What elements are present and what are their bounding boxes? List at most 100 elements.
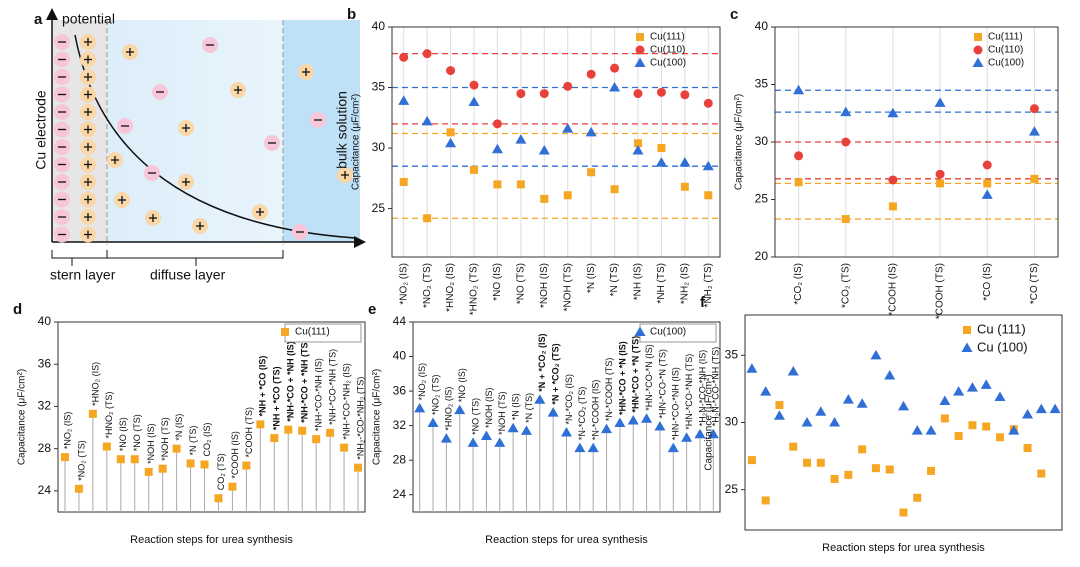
marker	[312, 435, 321, 444]
x-tick-label: *N + *CO₂ (IS)	[537, 333, 547, 391]
marker	[242, 461, 251, 470]
marker	[680, 182, 689, 191]
x-tick-label: *HNO₂ (IS)	[90, 362, 100, 406]
marker	[995, 433, 1004, 442]
marker	[520, 425, 532, 435]
marker	[789, 442, 798, 451]
legend-label: Cu(110)	[988, 45, 1023, 56]
x-tick-label: *CO₂ (IS)	[793, 263, 804, 305]
marker	[656, 87, 666, 97]
x-tick-label: *NO₂ (IS)	[398, 263, 409, 305]
x-tick-label: *CO (TS)	[1029, 263, 1040, 304]
marker	[794, 178, 803, 187]
marker	[538, 144, 550, 155]
x-tick-label: *NH (IS)	[633, 263, 644, 300]
x-axis-label: Reaction steps for urea synthesis	[485, 534, 648, 546]
marker	[516, 180, 525, 189]
marker	[200, 460, 209, 469]
y-tick-label: 28	[38, 441, 52, 455]
panel-label: c	[730, 6, 738, 23]
marker	[446, 66, 456, 76]
marker	[627, 414, 639, 425]
y-tick-label: 40	[393, 349, 407, 363]
x-tick-label: *HNO₂ (IS)	[444, 387, 454, 431]
marker	[480, 430, 492, 440]
x-tick-label: *HN-*CO + *N (TS)	[631, 336, 641, 413]
marker	[586, 69, 596, 79]
marker	[980, 379, 992, 389]
marker	[775, 401, 784, 410]
x-tick-label: *CO (IS)	[982, 263, 993, 301]
marker	[1022, 408, 1034, 419]
x-tick-label: *HNO₂ (IS)	[445, 263, 456, 312]
marker	[587, 168, 596, 177]
x-tick-label: *NO₂ (TS)	[430, 375, 440, 416]
x-tick-label: *NH-*CO + *NH (IS)	[286, 341, 296, 421]
x-tick-label: *NH + *CO (TS)	[272, 366, 282, 430]
marker	[793, 84, 805, 95]
y-tick-label: 44	[393, 314, 407, 328]
marker	[634, 326, 646, 336]
marker	[298, 426, 307, 435]
marker	[422, 49, 432, 59]
y-axis-label: Capacitance (μF/cm²)	[372, 369, 383, 465]
marker	[885, 465, 894, 474]
marker	[747, 456, 756, 465]
panel-label: b	[347, 6, 356, 23]
x-axis-label: Reaction steps for urea synthesis	[822, 542, 985, 554]
x-tick-label: *N-*CO₂ (IS)	[564, 374, 574, 425]
marker	[534, 394, 546, 404]
marker	[585, 126, 597, 137]
x-tick-label: *NH₂ (TS)	[703, 263, 714, 307]
marker	[547, 407, 559, 417]
ions	[54, 34, 353, 243]
marker	[801, 417, 813, 427]
marker	[746, 363, 758, 373]
x-tick-label: *HN-*CO-*NH (IS)	[671, 367, 681, 440]
y-tick-label: 35	[755, 77, 769, 91]
x-tick-label: *N (TS)	[609, 263, 620, 296]
x-tick-label: *NO (IS)	[492, 263, 503, 301]
x-tick-label: *HNO₂ (TS)	[469, 263, 480, 315]
marker	[803, 458, 812, 467]
marker	[654, 421, 666, 431]
x-tick-label: *NO₂ (IS)	[417, 363, 427, 401]
marker	[636, 33, 644, 41]
marker	[492, 119, 502, 129]
x-tick-label: *N (IS)	[586, 263, 597, 293]
marker	[841, 215, 850, 224]
marker	[856, 398, 868, 408]
marker	[601, 423, 613, 434]
x-tick-label: *COOH (TS)	[935, 263, 946, 319]
marker	[540, 194, 549, 203]
y-tick-label: 36	[38, 356, 52, 370]
x-tick-label: *NH (TS)	[656, 263, 667, 304]
marker	[913, 493, 922, 502]
marker	[1030, 174, 1039, 183]
x-tick-label: CO₂ (IS)	[202, 423, 212, 457]
y-tick-label: 30	[372, 140, 386, 154]
y-axis-label: Capacitance (μF/cm²)	[351, 94, 362, 190]
marker	[981, 189, 993, 199]
marker	[561, 427, 572, 437]
marker	[493, 180, 502, 189]
marker	[657, 144, 666, 153]
marker	[635, 45, 645, 55]
y-tick-label: 30	[755, 134, 769, 148]
marker	[816, 458, 825, 467]
marker	[679, 157, 691, 167]
marker	[340, 443, 349, 452]
marker	[681, 432, 693, 442]
x-tick-label: *NOH (TS)	[160, 417, 170, 461]
marker	[961, 342, 973, 352]
marker	[423, 214, 432, 223]
marker	[414, 402, 426, 413]
marker	[983, 179, 992, 188]
marker	[507, 422, 519, 433]
marker	[634, 139, 642, 148]
marker	[516, 89, 526, 99]
legend-label: Cu (111)	[977, 321, 1026, 336]
marker	[887, 107, 899, 118]
marker	[773, 410, 785, 420]
